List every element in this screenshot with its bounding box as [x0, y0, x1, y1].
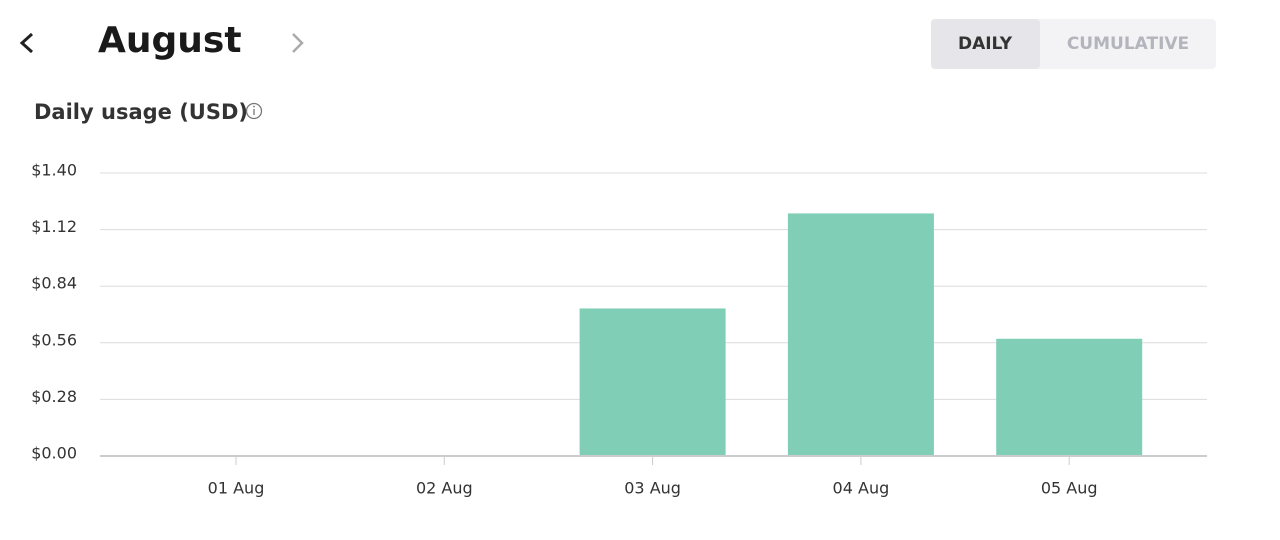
- info-circle: [245, 102, 263, 120]
- info-icon[interactable]: [245, 102, 263, 120]
- x-tick-label: 03 Aug: [624, 479, 681, 498]
- next-month[interactable]: [292, 33, 304, 53]
- y-tick-label: $0.56: [31, 330, 77, 349]
- bar: [787, 213, 934, 456]
- y-tick-label: $0.28: [31, 387, 77, 406]
- bar: [579, 308, 726, 456]
- prev-month[interactable]: [19, 32, 34, 54]
- cumulative-button[interactable]: CUMULATIVE: [1067, 34, 1189, 54]
- x-tick-label: 02 Aug: [416, 479, 473, 498]
- x-tick-label: 04 Aug: [833, 479, 890, 498]
- bar: [996, 338, 1143, 456]
- x-tick-label: 01 Aug: [208, 479, 265, 498]
- daily-button[interactable]: [931, 19, 1040, 69]
- chart-title: Daily usage (USD): [34, 100, 248, 124]
- y-tick-label: $1.40: [31, 161, 77, 180]
- daily-label[interactable]: DAILY: [958, 34, 1013, 54]
- y-tick-label: $0.00: [31, 444, 77, 463]
- month-title: August: [98, 20, 242, 61]
- y-tick-label: $1.12: [31, 217, 77, 236]
- y-tick-label: $0.84: [31, 274, 77, 293]
- info-dot: [253, 105, 255, 108]
- x-tick-label: 05 Aug: [1041, 479, 1098, 498]
